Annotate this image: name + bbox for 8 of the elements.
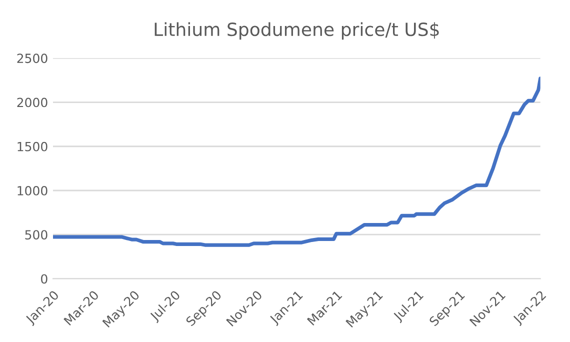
line-series bbox=[53, 76, 540, 247]
y-tick-label: 2000 bbox=[17, 98, 48, 108]
y-tick-label: 1500 bbox=[18, 142, 48, 152]
y-tick-label: 1000 bbox=[18, 186, 48, 196]
y-tick-label: 500 bbox=[25, 230, 48, 240]
y-tick-label: 2500 bbox=[17, 54, 48, 64]
chart-title: Lithium Spodumene price/t US$ bbox=[154, 22, 439, 40]
y-tick-label: 0 bbox=[41, 274, 48, 284]
